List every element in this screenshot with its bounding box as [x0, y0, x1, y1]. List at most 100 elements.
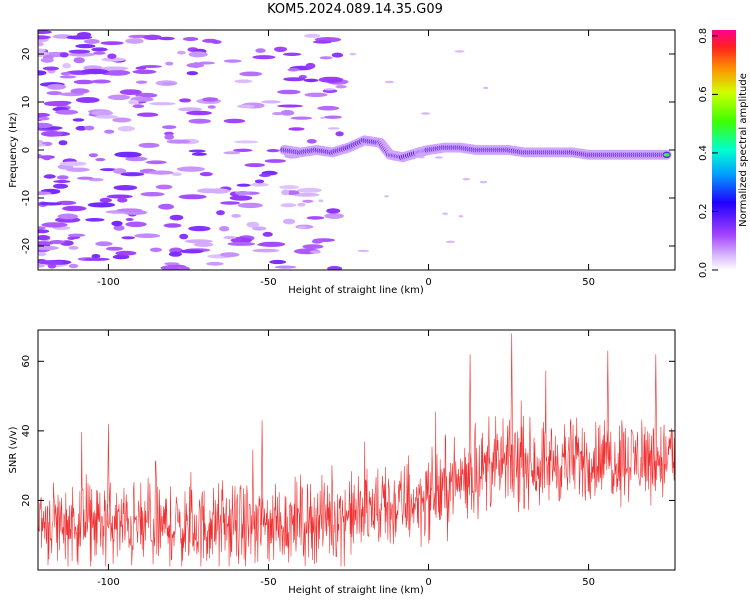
spectrogram-noise-blob — [324, 88, 335, 91]
spectrogram-ytick-label: -10 — [21, 190, 32, 206]
spectrogram-noise-blob — [264, 159, 286, 163]
spectrogram-noise-blob — [252, 248, 280, 253]
spectrogram-noise-blob — [116, 208, 143, 213]
spectrogram-noise-blob — [266, 149, 280, 153]
colorbar-tick-label: 0.6 — [698, 86, 709, 102]
spectrogram-noise-blob — [188, 51, 208, 58]
spectrogram-noise-blob — [244, 163, 265, 168]
spectrogram-noise-blob — [462, 178, 471, 181]
spectrogram-ridge-core — [663, 153, 670, 157]
spectrogram-noise-blob — [199, 172, 213, 177]
spectrogram-noise-blob — [237, 202, 263, 209]
spectrogram-noise-blob — [280, 203, 297, 208]
spectrogram-noise-blob — [320, 116, 325, 120]
spectrogram-noise-blob — [135, 66, 147, 70]
spectrogram-noise-blob — [91, 79, 111, 84]
spectrogram-noise-blob — [164, 134, 174, 140]
spectrogram-blobs — [38, 30, 489, 270]
spectrogram-noise-blob — [304, 92, 328, 98]
spectrogram-noise-blob — [158, 203, 175, 210]
spectrogram-noise-blob — [100, 168, 117, 172]
spectrogram-noise-blob — [68, 263, 79, 269]
spectrogram-noise-blob — [384, 195, 389, 198]
spectrogram-noise-blob — [87, 202, 116, 208]
spectrogram-noise-blob — [38, 116, 50, 121]
spectrogram-xtick-label: -50 — [260, 277, 276, 288]
spectrogram-noise-blob — [106, 194, 133, 199]
spectrogram-noise-blob — [113, 185, 138, 191]
spectrogram-noise-blob — [327, 127, 340, 130]
spectrogram-noise-blob — [53, 183, 68, 189]
spectrogram-noise-blob — [149, 247, 162, 252]
spectrogram-noise-blob — [261, 100, 281, 104]
spectrogram-noise-blob — [38, 153, 43, 159]
spectrogram-noise-blob — [145, 160, 167, 165]
spectrogram-noise-blob — [454, 50, 465, 53]
spectrogram-noise-blob — [84, 125, 95, 131]
spectrogram-noise-blob — [38, 191, 52, 195]
spectrogram-noise-blob — [162, 125, 177, 129]
spectrogram-noise-blob — [68, 246, 79, 250]
spectrogram-noise-blob — [234, 79, 253, 84]
spectrogram-noise-blob — [323, 115, 342, 119]
spectrogram-noise-blob — [117, 197, 128, 203]
spectrogram-noise-blob — [262, 231, 273, 237]
spectrogram-noise-blob — [148, 170, 174, 175]
spectrogram-noise-blob — [43, 101, 70, 107]
spectrogram-noise-blob — [202, 97, 219, 102]
spectrogram-noise-blob — [177, 266, 190, 270]
snr-xlabel: Height of straight line (km) — [288, 585, 424, 596]
spectrogram-noise-blob — [38, 235, 51, 241]
spectrogram-noise-blob — [179, 233, 189, 240]
spectrogram-noise-blob — [38, 42, 44, 47]
spectrogram-noise-blob — [75, 44, 96, 49]
spectrogram-noise-blob — [326, 208, 341, 214]
figure-title: KOM5.2024.089.14.35.G09 — [267, 2, 443, 17]
spectrogram-noise-blob — [68, 52, 96, 57]
spectrogram-noise-blob — [62, 205, 87, 212]
spectrogram-noise-blob — [310, 250, 321, 254]
spectrogram-noise-blob — [149, 102, 176, 106]
spectrogram-noise-blob — [117, 125, 135, 132]
spectrogram-noise-blob — [103, 69, 131, 76]
spectrogram-noise-blob — [140, 192, 165, 197]
spectrogram-noise-blob — [252, 226, 267, 231]
spectrogram-noise-blob — [77, 32, 92, 38]
spectrogram-noise-blob — [56, 175, 69, 180]
spectrogram-noise-blob — [85, 218, 105, 222]
spectrogram-noise-blob — [335, 85, 347, 89]
spectrogram-noise-blob — [84, 257, 110, 261]
spectrogram-noise-blob — [55, 109, 79, 115]
spectrogram-noise-blob — [223, 59, 242, 63]
spectrogram-noise-blob — [420, 112, 431, 115]
spectrogram-noise-blob — [223, 235, 237, 240]
spectrogram-noise-blob — [47, 263, 57, 269]
spectrogram-noise-blob — [458, 215, 464, 218]
spectrogram-xtick-label: 50 — [582, 277, 595, 288]
spectrogram-noise-blob — [304, 33, 321, 38]
spectrogram-noise-blob — [93, 51, 106, 55]
spectrogram-noise-blob — [111, 220, 123, 227]
spectrogram-noise-blob — [279, 185, 300, 190]
spectrogram-noise-blob — [168, 251, 182, 257]
colorbar-tick-label: 0.4 — [698, 145, 709, 161]
spectrogram-noise-blob — [272, 112, 283, 116]
snr-ticks: -100 -50 0 50 20 40 60 — [21, 330, 675, 588]
spectrogram-noise-blob — [161, 82, 176, 86]
spectrogram-noise-blob — [67, 233, 86, 237]
spectrogram-noise-blob — [38, 112, 50, 118]
spectrogram-noise-blob — [303, 78, 319, 83]
spectrogram-noise-blob — [280, 109, 295, 116]
spectrogram-noise-blob — [91, 47, 108, 52]
spectrogram-noise-blob — [40, 130, 64, 137]
spectrogram-noise-blob — [171, 172, 182, 176]
spectrogram-noise-blob — [283, 77, 306, 82]
spectrogram-noise-blob — [318, 199, 324, 202]
snr-xtick-label: -50 — [260, 577, 276, 588]
spectrogram-noise-blob — [143, 34, 162, 40]
spectrogram-noise-blob — [77, 176, 94, 180]
snr-panel: -100 -50 0 50 20 40 60 Height of straight line… — [8, 329, 676, 596]
